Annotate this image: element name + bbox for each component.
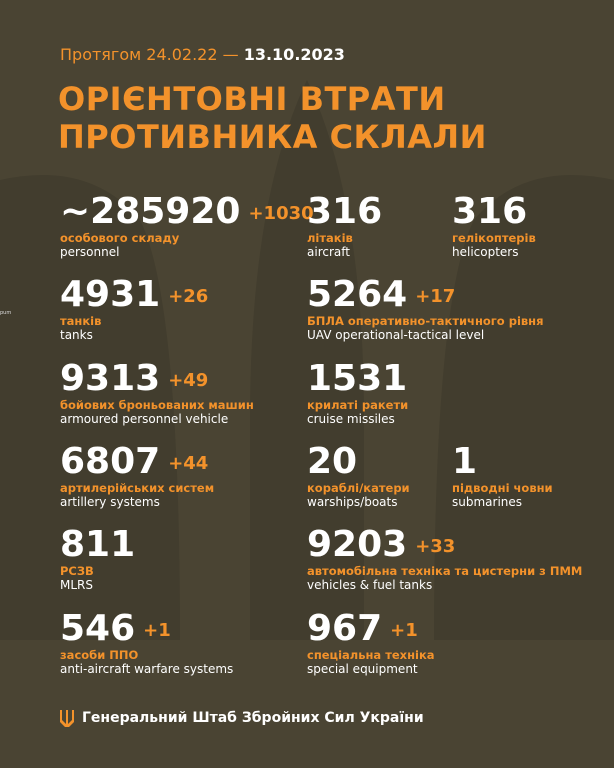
- stat-value: ~285920: [60, 191, 241, 232]
- stat-row: 9203 +33: [307, 527, 582, 563]
- label-uk: особового складу: [60, 231, 180, 245]
- label-en: submarines: [452, 495, 523, 509]
- stat-item: 316 літаків aircraft: [307, 194, 382, 260]
- label-uk: засоби ППО: [60, 648, 139, 662]
- stat-row: 811: [60, 527, 135, 563]
- stat-delta: +44: [168, 453, 209, 474]
- stat-item: 5264 +17 БПЛА оперативно-тактичного рівня U…: [307, 277, 544, 343]
- stat-item: 6807 +44 артилерійських систем artillery sy…: [60, 444, 214, 510]
- stat-item: 316 гелікоптерів helicopters: [452, 194, 536, 260]
- label-uk: артилерійських систем: [60, 481, 215, 495]
- stat-value: 546: [60, 608, 136, 649]
- stat-row: 5264 +17: [307, 277, 544, 313]
- label-uk: кораблі/катери: [307, 481, 410, 495]
- stat-row: 967 +1: [307, 611, 435, 647]
- stat-row: 1531: [307, 361, 408, 397]
- stat-row: 20: [307, 444, 410, 480]
- stat-value: 20: [307, 441, 358, 482]
- label-uk: автомобільна техніка та цистерни з ПММ: [307, 564, 583, 578]
- label-en: special equipment: [307, 662, 418, 676]
- label-uk: підводні човни: [452, 481, 553, 495]
- stat-item: 546 +1 засоби ППО anti-aircraft warfare sys…: [60, 611, 233, 677]
- stat-value: 9313: [60, 358, 161, 399]
- period-prefix: Протягом 24.02.22 —: [60, 45, 239, 64]
- stat-value: 6807: [60, 441, 161, 482]
- label-en: MLRS: [60, 578, 93, 592]
- stat-item: 20 кораблі/катери warships/boats: [307, 444, 410, 510]
- stat-row: 316: [307, 194, 382, 230]
- label-en: artillery systems: [60, 495, 160, 509]
- stat-item: 4931 +26 танків tanks: [60, 277, 208, 343]
- label-en: aircraft: [307, 245, 350, 259]
- stat-delta: +1030: [248, 203, 314, 224]
- label-uk: гелікоптерів: [452, 231, 536, 245]
- stat-item: 967 +1 спеціальна техніка special equipment: [307, 611, 435, 677]
- stat-item: ~285920 +1030 особового складу personnel: [60, 194, 314, 260]
- stat-value: 4931: [60, 274, 161, 315]
- stat-value: 811: [60, 524, 136, 565]
- label-en: armoured personnel vehicle: [60, 412, 229, 426]
- label-en: warships/boats: [307, 495, 398, 509]
- stat-value: 967: [307, 608, 383, 649]
- stat-item: 811 РСЗВ MLRS: [60, 527, 135, 593]
- label-uk: танків: [60, 314, 102, 328]
- stat-row: 4931 +26: [60, 277, 208, 313]
- stat-item: 1 підводні човни submarines: [452, 444, 553, 510]
- label-en: anti-aircraft warfare systems: [60, 662, 234, 676]
- label-uk: бойових броньованих машин: [60, 398, 254, 412]
- stat-row: 6807 +44: [60, 444, 214, 480]
- stat-value: 5264: [307, 274, 408, 315]
- stat-row: 1: [452, 444, 553, 480]
- stat-delta: +26: [168, 286, 209, 307]
- stat-value: 316: [452, 191, 528, 232]
- edge-fragment: рum: [0, 310, 12, 316]
- title: ПРОТИВНИКА СКЛАЛИ: [58, 118, 487, 156]
- label-uk: БПЛА оперативно-тактичного рівня: [307, 314, 544, 328]
- stat-row: 316: [452, 194, 536, 230]
- stat-delta: +1: [143, 620, 171, 641]
- stat-row: 546 +1: [60, 611, 233, 647]
- label-en: personnel: [60, 245, 120, 259]
- period-end: 13.10.2023: [243, 45, 345, 64]
- stat-item: 9313 +49 бойових броньованих машин armoured…: [60, 361, 254, 427]
- label-uk: спеціальна техніка: [307, 648, 435, 662]
- stat-delta: +49: [168, 370, 209, 391]
- stat-row: ~285920 +1030: [60, 194, 314, 230]
- label-en: cruise missiles: [307, 412, 395, 426]
- stat-delta: +17: [415, 286, 456, 307]
- stat-row: 9313 +49: [60, 361, 254, 397]
- stat-value: 1: [452, 441, 478, 482]
- stat-item: 1531 крилаті ракети cruise missiles: [307, 361, 408, 427]
- period: Протягом 24.02.22 — 13.10.2023: [60, 45, 345, 64]
- label-uk: крилаті ракети: [307, 398, 409, 412]
- label-en: helicopters: [452, 245, 519, 259]
- label-uk: РСЗВ: [60, 564, 94, 578]
- stat-value: 316: [307, 191, 383, 232]
- title: ОРІЄНТОВНІ ВТРАТИ: [58, 80, 446, 118]
- stat-item: 9203 +33 автомобільна техніка та цистерни …: [307, 527, 582, 593]
- stat-value: 1531: [307, 358, 408, 399]
- stat-value: 9203: [307, 524, 408, 565]
- label-en: UAV operational-tactical level: [307, 328, 485, 342]
- label-uk: літаків: [307, 231, 353, 245]
- label-en: tanks: [60, 328, 93, 342]
- stat-delta: +33: [415, 536, 456, 557]
- label-en: vehicles & fuel tanks: [307, 578, 433, 592]
- footer: Генеральний Штаб Збройних Сил України: [82, 710, 424, 726]
- stat-delta: +1: [390, 620, 418, 641]
